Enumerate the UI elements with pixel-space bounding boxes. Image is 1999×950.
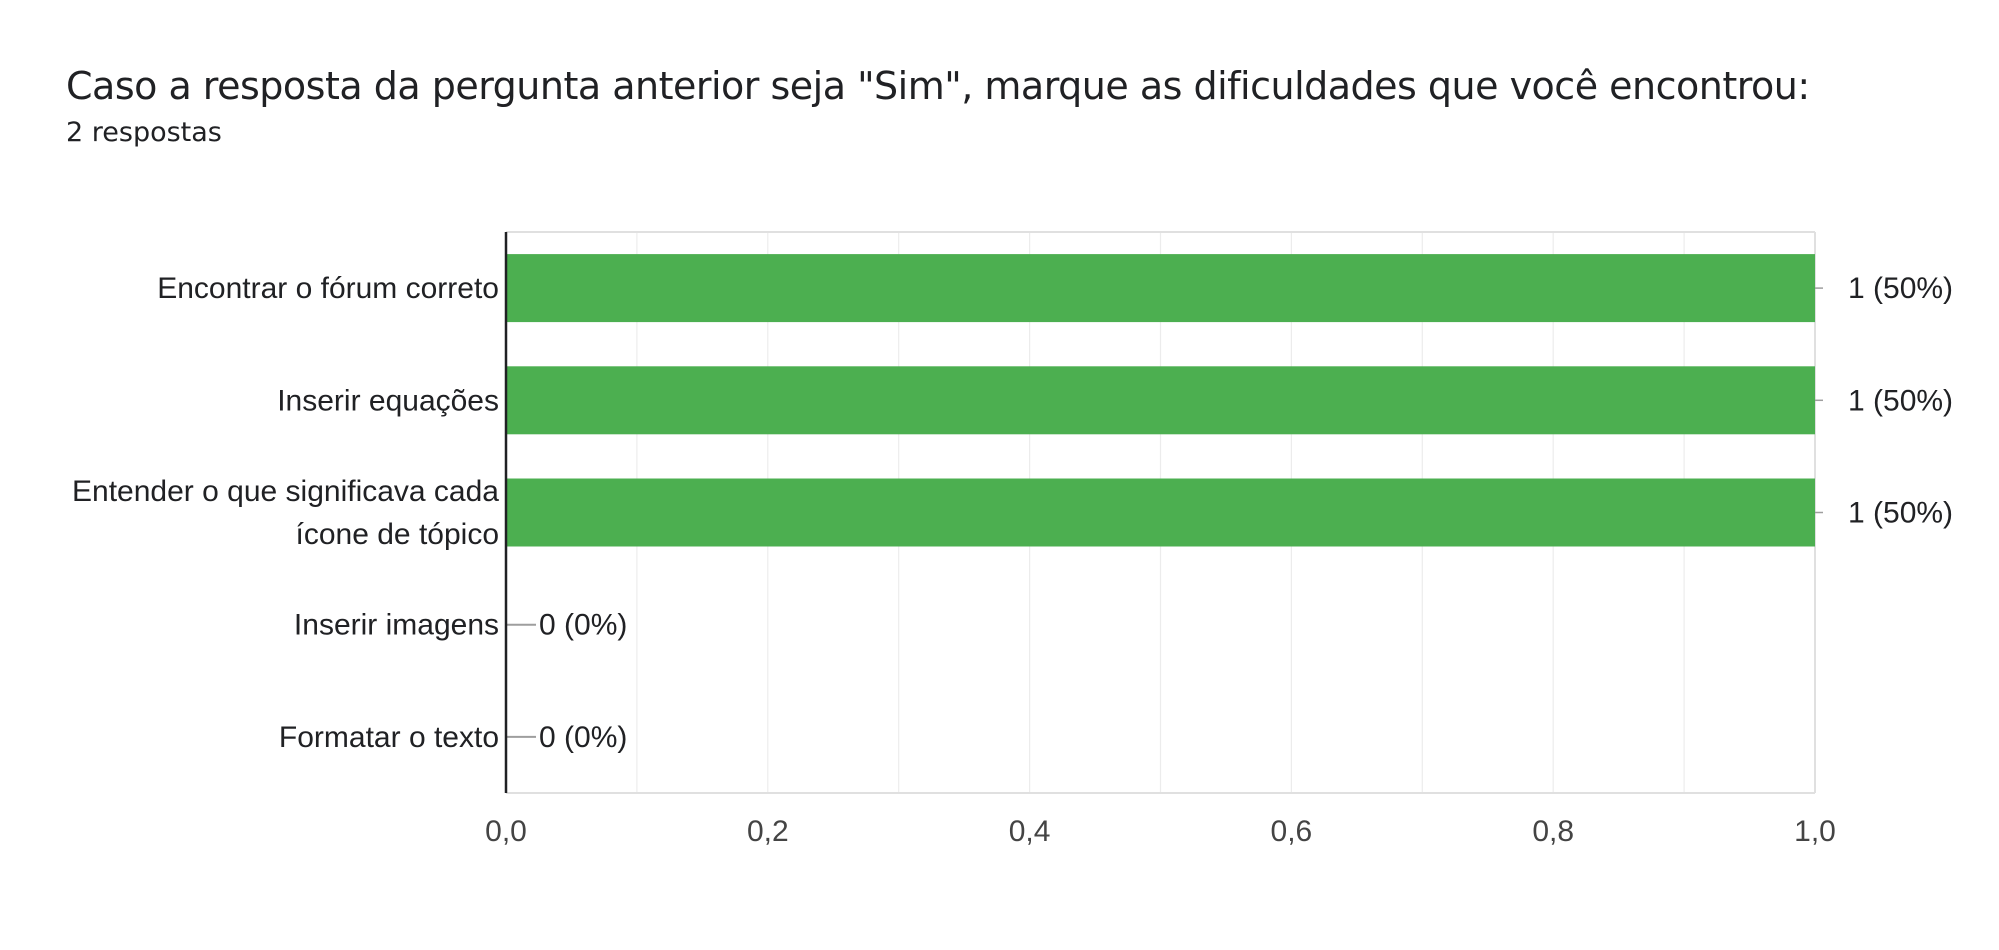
value-label: 1 (50%) — [1848, 384, 1953, 417]
value-label: 0 (0%) — [539, 609, 627, 642]
category-label: Inserir equações — [277, 384, 499, 417]
value-label: 0 (0%) — [539, 721, 627, 754]
x-tick-label: 0,4 — [1009, 815, 1051, 848]
bar — [506, 478, 1815, 547]
response-count: 2 respostas — [66, 117, 222, 149]
category-label: Encontrar o fórum correto — [157, 272, 499, 305]
bar — [506, 254, 1815, 323]
chart-title: Caso a resposta da pergunta anterior sej… — [66, 64, 1810, 108]
category-label: ícone de tópico — [296, 518, 499, 551]
category-label: Entender o que significava cada — [72, 475, 499, 508]
bar — [506, 366, 1815, 435]
x-tick-label: 0,6 — [1271, 815, 1313, 848]
category-label: Formatar o texto — [279, 721, 499, 754]
value-label: 1 (50%) — [1848, 272, 1953, 305]
x-tick-label: 1,0 — [1794, 815, 1836, 848]
x-tick-label: 0,2 — [747, 815, 789, 848]
chart-header: Caso a resposta da pergunta anterior sej… — [66, 62, 1966, 148]
category-label: Inserir imagens — [294, 609, 499, 642]
value-label: 1 (50%) — [1848, 497, 1953, 530]
x-tick-label: 0,0 — [485, 815, 527, 848]
x-tick-label: 0,8 — [1532, 815, 1574, 848]
